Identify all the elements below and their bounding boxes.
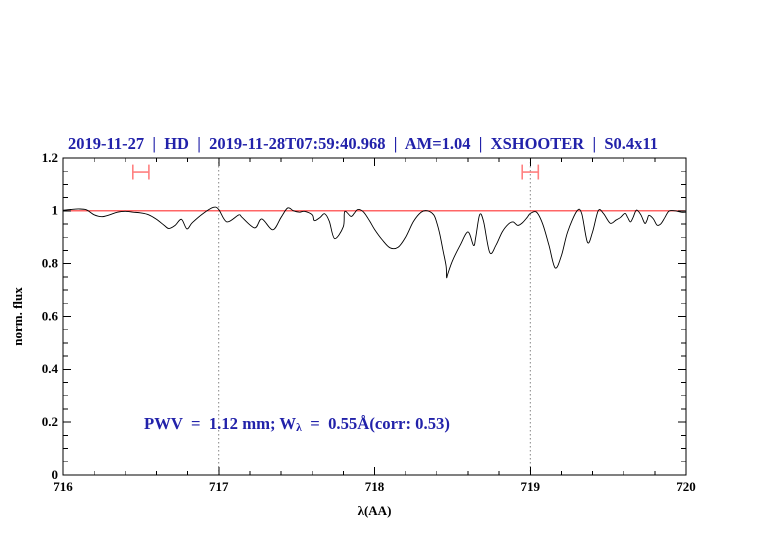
svg-text:2019-11-27 | HD | 2019-11-: 2019-11-27 | HD | 2019-11-28T07:59:40.96… bbox=[68, 134, 658, 153]
svg-text:1.2: 1.2 bbox=[42, 150, 58, 165]
svg-text:λ(AA): λ(AA) bbox=[358, 503, 392, 518]
svg-text:720: 720 bbox=[676, 479, 696, 494]
svg-text:719: 719 bbox=[521, 479, 541, 494]
svg-text:716: 716 bbox=[53, 479, 73, 494]
svg-text:0.2: 0.2 bbox=[42, 414, 58, 429]
svg-text:717: 717 bbox=[209, 479, 229, 494]
svg-text:0.8: 0.8 bbox=[42, 256, 59, 271]
svg-text:0.6: 0.6 bbox=[42, 308, 59, 323]
svg-text:718: 718 bbox=[365, 479, 385, 494]
svg-text:norm. flux: norm. flux bbox=[10, 287, 25, 346]
svg-text:1: 1 bbox=[52, 203, 59, 218]
svg-text:0.4: 0.4 bbox=[42, 361, 59, 376]
svg-text:PWV = 1.12 mm; Wλ = 0.55Å(: PWV = 1.12 mm; Wλ = 0.55Å(corr: 0.53) bbox=[144, 414, 450, 434]
